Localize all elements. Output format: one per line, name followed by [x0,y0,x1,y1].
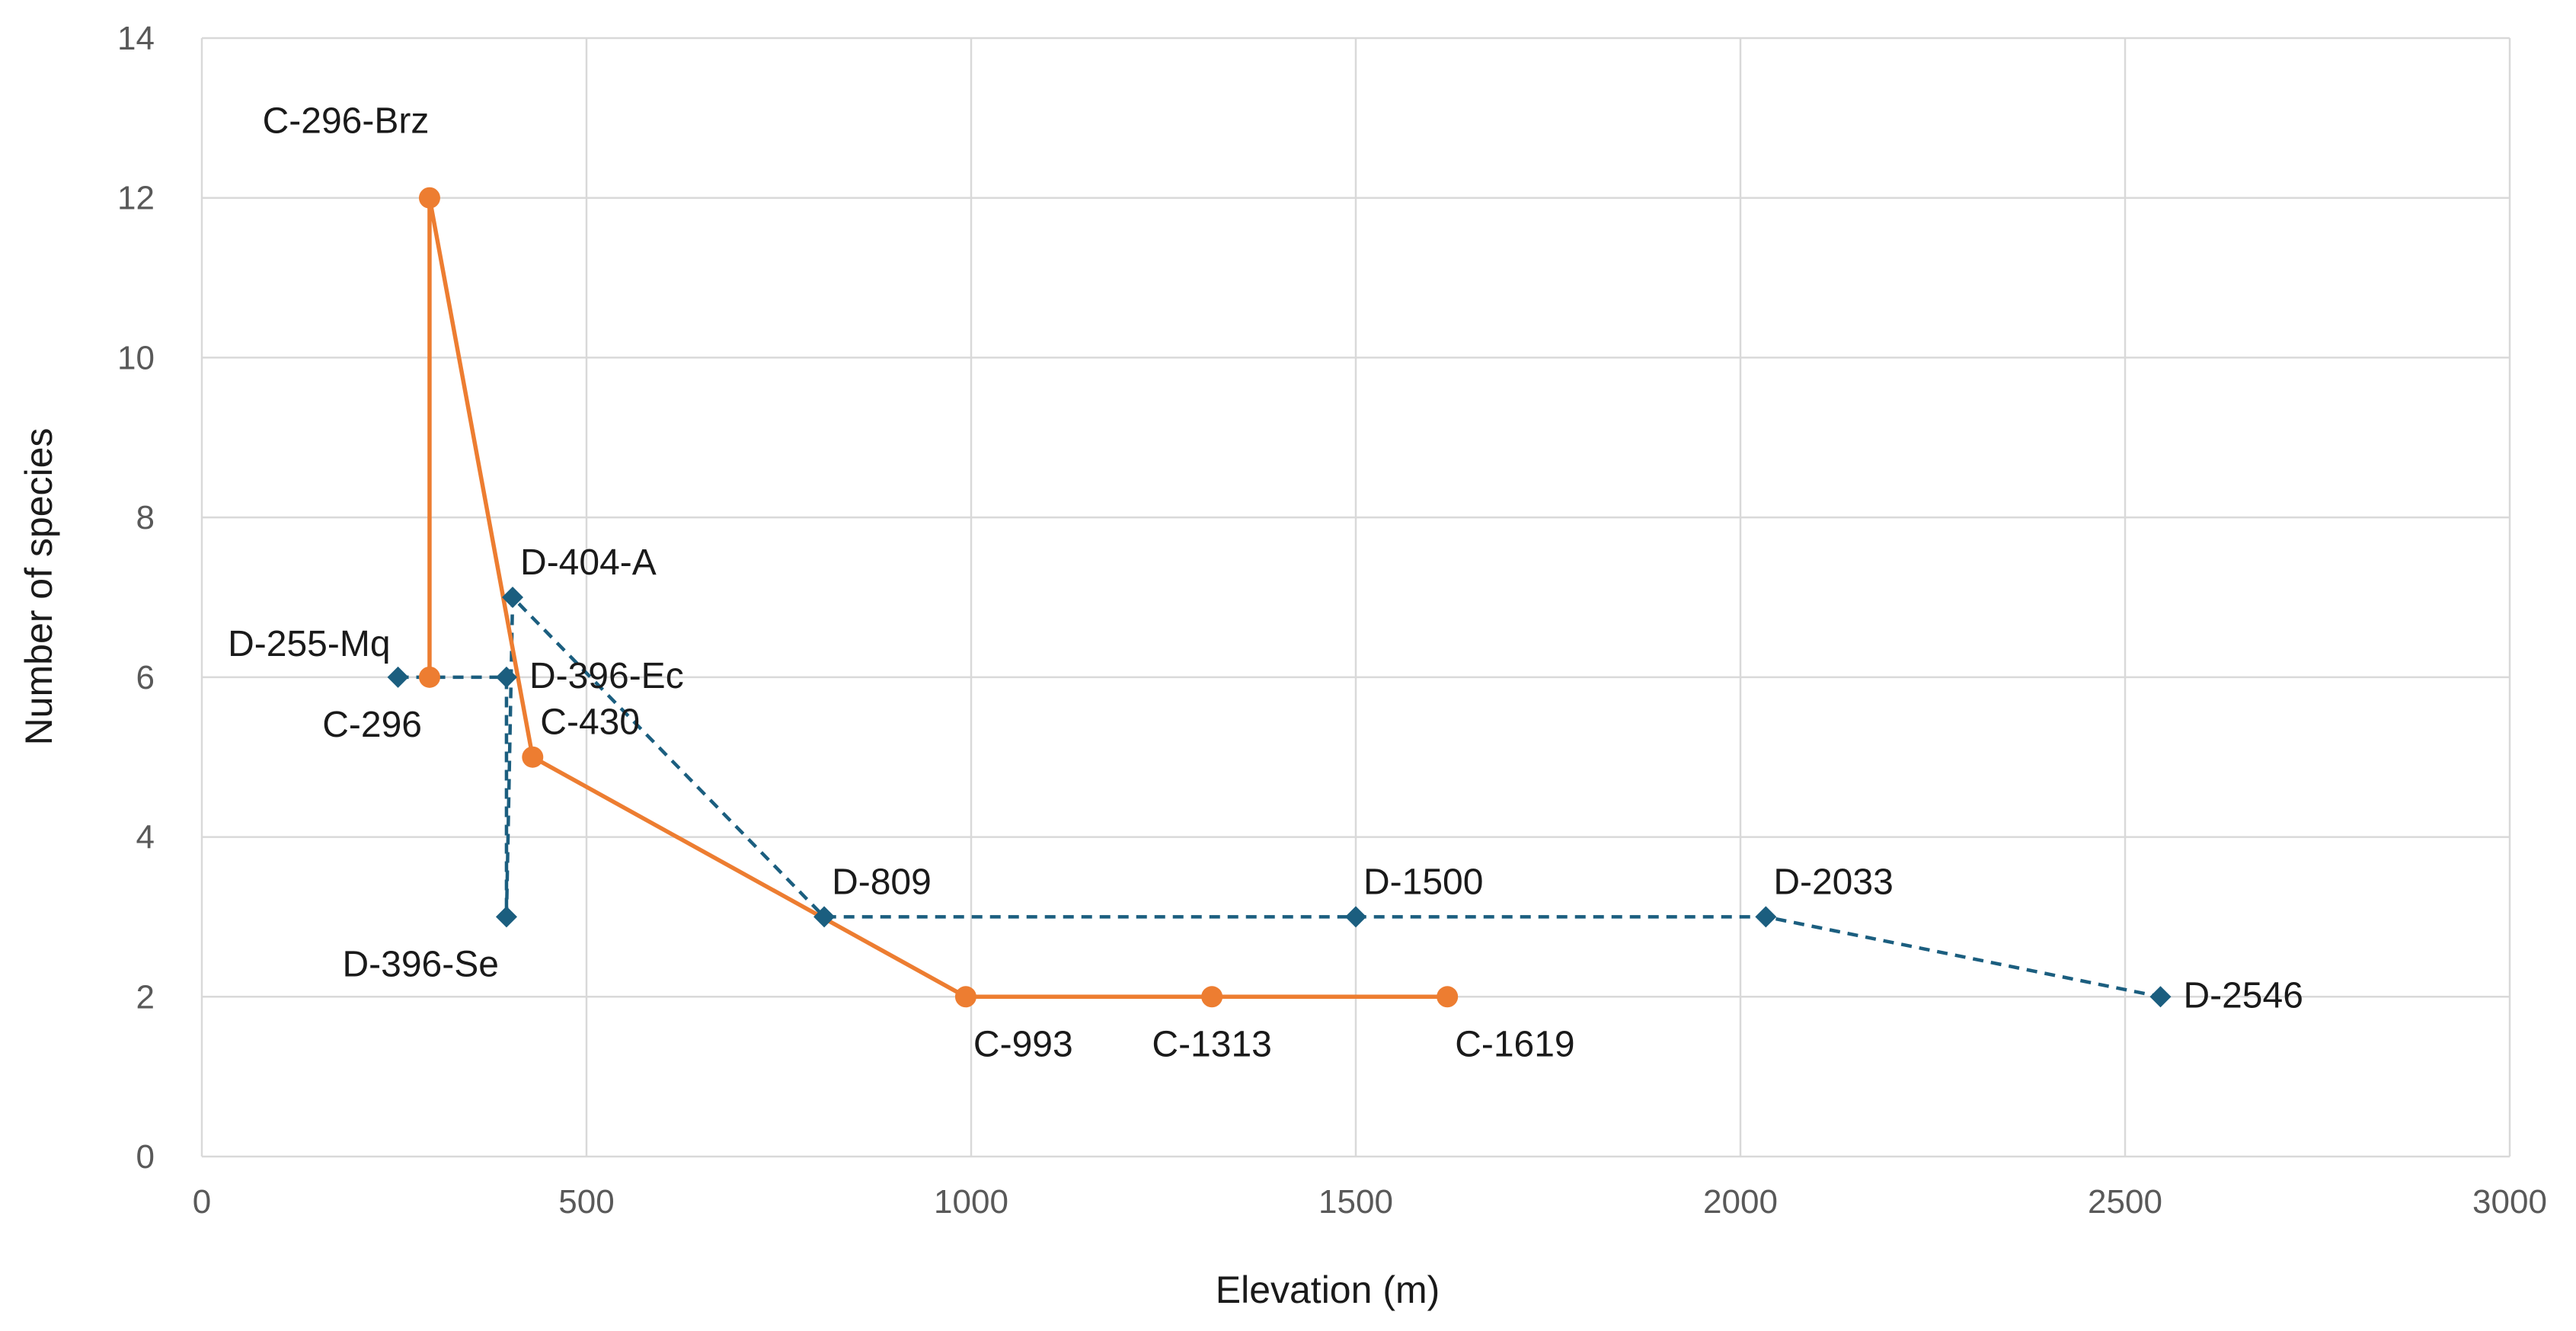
x-tick-label: 1000 [934,1183,1008,1221]
point-label-d-2033: D-2033 [1773,862,1893,902]
point-label-d-255-mq: D-255-Mq [228,624,390,664]
point-label-c-430: C-430 [540,702,640,743]
y-tick-label: 12 [117,180,155,217]
y-tick-label: 8 [136,499,155,536]
series-line-d [398,595,2161,999]
point-label-c-993: C-993 [973,1024,1073,1064]
point-labels: D-255-Mq D-396-Ec D-396-Se D-404-A D-809 D-15… [228,101,2303,1065]
y-tick-label: 10 [117,339,155,376]
x-tick-label: 0 [193,1183,211,1221]
y-axis-title: Number of species [18,428,60,746]
point-label-c-1313: C-1313 [1152,1024,1271,1064]
data-point-c-993 [954,986,976,1008]
x-tick-label: 3000 [2472,1183,2547,1221]
y-tick-label: 14 [117,20,155,57]
point-label-d-1500: D-1500 [1363,862,1483,902]
data-point-c-296-brz [418,187,440,209]
y-tick-label: 2 [136,978,155,1016]
x-axis-title: Elevation (m) [1216,1269,1440,1311]
y-tick-label: 4 [136,819,155,856]
point-label-c-296-brz: C-296-Brz [263,101,430,142]
data-point-d-2546 [2149,986,2172,1008]
y-tick-label: 0 [136,1138,155,1176]
x-tick-label: 2000 [1703,1183,1778,1221]
data-point-d-1500 [1345,906,1366,928]
point-label-d-809: D-809 [832,862,932,902]
point-label-d-404-a: D-404-A [520,542,657,583]
x-axis-ticks: 0 500 1000 1500 2000 2500 3000 [193,1183,2547,1221]
data-point-c-1619 [1437,986,1459,1008]
series-markers [387,187,2172,1008]
data-point-c-296 [418,666,440,688]
y-tick-label: 6 [136,659,155,696]
point-label-d-2546: D-2546 [2183,975,2303,1016]
data-point-d-396-ec [495,666,517,688]
data-point-d-396-se [495,906,517,928]
data-point-d-2033 [1755,906,1777,928]
y-axis-ticks: 0 2 4 6 8 10 12 14 [117,20,155,1176]
data-point-c-1313 [1201,986,1223,1008]
point-label-d-396-ec: D-396-Ec [529,656,684,696]
x-tick-label: 500 [558,1183,614,1221]
x-tick-label: 2500 [2088,1183,2162,1221]
series-lines [398,195,2161,1000]
data-point-d-404-a [502,587,524,608]
gridlines [200,37,2511,1158]
point-label-d-396-se: D-396-Se [343,944,499,984]
x-tick-label: 1500 [1318,1183,1393,1221]
data-point-c-430 [522,746,544,768]
point-label-c-296: C-296 [322,705,422,745]
data-point-d-255-mq [387,666,409,688]
data-point-d-809 [813,906,836,928]
series-line-c [427,195,1448,1000]
point-label-c-1619: C-1619 [1455,1024,1574,1064]
